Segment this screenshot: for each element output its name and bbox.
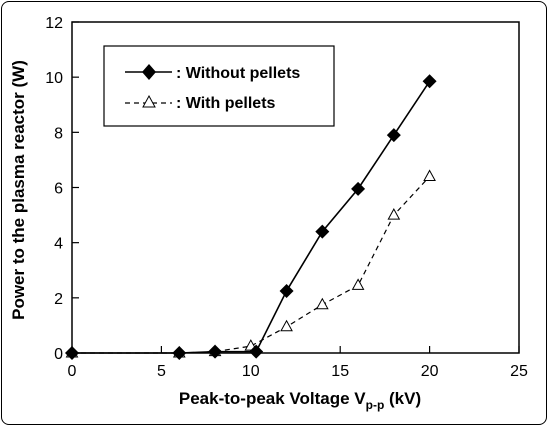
data-point-without-pellets <box>65 346 79 360</box>
x-axis-label-main: Peak-to-peak Voltage V <box>179 389 366 408</box>
x-tick-label: 10 <box>242 363 260 380</box>
data-point-without-pellets <box>249 344 264 359</box>
legend-marker-with-pellets <box>142 94 156 108</box>
x-axis-label: Peak-to-peak Voltage Vp-p (kV) <box>179 389 421 412</box>
legend: : Without pellets : With pellets <box>103 45 335 127</box>
x-axis-label-subscript: p-p <box>366 398 385 412</box>
data-point-without-pellets <box>279 283 294 298</box>
data-point-with-pellets <box>387 208 401 220</box>
x-tick-label: 25 <box>510 363 528 380</box>
legend-label-with-pellets: : With pellets <box>176 95 276 112</box>
data-point-with-pellets <box>280 319 293 332</box>
data-point-without-pellets <box>386 128 401 143</box>
y-tick-label: 6 <box>54 181 63 198</box>
y-tick-label: 2 <box>54 291 63 308</box>
data-point-with-pellets <box>315 297 329 310</box>
x-tick-label: 15 <box>331 363 349 380</box>
series-line-1 <box>72 176 431 354</box>
data-point-without-pellets <box>422 74 437 89</box>
series-layer <box>65 74 437 360</box>
data-point-with-pellets <box>351 278 365 290</box>
data-point-without-pellets <box>351 181 366 196</box>
x-axis-label-unit: (kV) <box>384 389 421 408</box>
data-point-without-pellets <box>172 346 187 360</box>
data-point-without-pellets <box>315 224 330 239</box>
y-tick-label: 10 <box>45 70 63 87</box>
x-axis: 0 5 10 15 20 25 <box>68 346 528 380</box>
data-point-with-pellets <box>423 169 436 181</box>
legend-label-without-pellets: : Without pellets <box>176 65 300 82</box>
x-tick-label: 20 <box>421 363 439 380</box>
y-tick-label: 8 <box>54 125 63 142</box>
x-tick-label: 0 <box>68 363 77 380</box>
y-tick-label: 0 <box>54 346 63 363</box>
y-tick-label: 12 <box>45 15 63 32</box>
legend-box <box>103 45 335 127</box>
y-axis: 0 2 4 6 8 10 12 <box>45 15 79 363</box>
y-tick-label: 4 <box>54 236 63 253</box>
legend-marker-without-pellets <box>142 64 156 80</box>
y-axis-label: Power to the plasma reactor (W) <box>9 60 28 320</box>
x-tick-label: 5 <box>157 363 166 380</box>
data-point-without-pellets <box>208 344 223 359</box>
